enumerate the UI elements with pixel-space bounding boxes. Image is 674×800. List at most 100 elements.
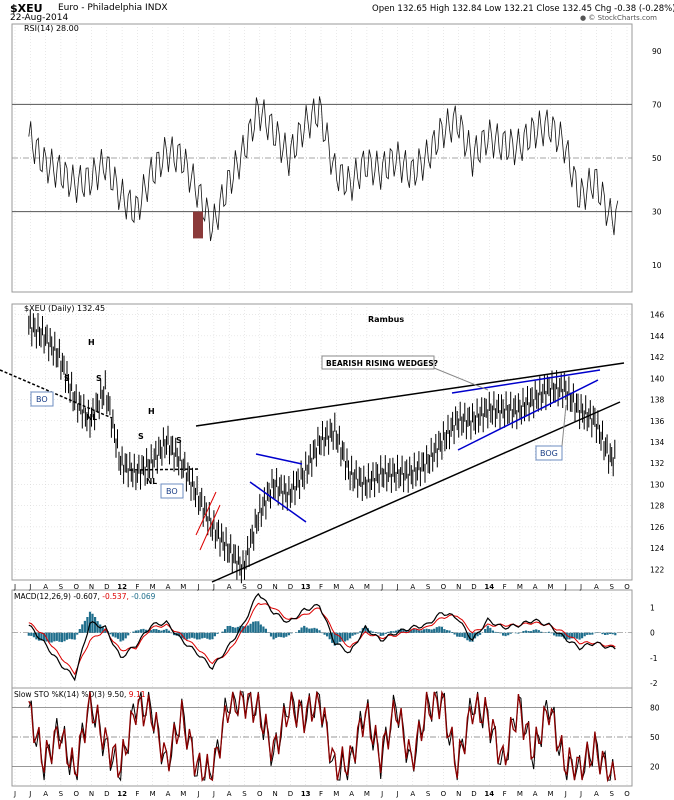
price-tick-label: 144 [650, 332, 665, 341]
head-label-1: H [88, 338, 95, 347]
wedge-2-top [451, 369, 601, 394]
price-tick-label: 126 [650, 523, 665, 532]
copyright-note: ● © StockCharts.com [580, 14, 657, 22]
x-tick-label: J [13, 790, 16, 798]
x-tick-label: M [333, 790, 339, 798]
x-tick-label: N [89, 790, 94, 798]
x-tick-label: J [28, 790, 31, 798]
rsi-legend: RSI(14) 28.00 [24, 24, 79, 33]
macd-legend: MACD(12,26,9) -0.607, -0.537, -0.069 [14, 592, 156, 601]
red-line-2 [199, 504, 221, 551]
price-tick-label: 146 [650, 311, 665, 320]
x-tick-label: J [395, 583, 398, 591]
x-tick-label: J [13, 583, 16, 591]
x-tick-label: O [257, 790, 263, 798]
rsi-line [28, 96, 619, 242]
x-tick-label: O [73, 583, 79, 591]
x-tick-label: J [197, 790, 200, 798]
neckline-1 [0, 369, 113, 419]
bo1-label: BO [36, 395, 48, 404]
x-tick-label: S [426, 583, 431, 591]
shoulder-label-4: S [176, 436, 182, 445]
x-tick-label: F [319, 583, 323, 591]
macd-tick-label: -2 [650, 679, 658, 688]
rsi-tick-label: 70 [652, 100, 662, 109]
macd-y-axis: 1 0 -1 -2 [650, 604, 658, 688]
macd-line [28, 592, 616, 682]
x-tick-label: J [212, 583, 215, 591]
x-tick-label: S [59, 790, 64, 798]
price-tick-label: 140 [650, 374, 665, 383]
x-tick-label: J [564, 583, 567, 591]
shoulder-label-3: S [138, 432, 144, 441]
x-tick-label: F [503, 790, 507, 798]
x-tick-label: N [89, 583, 94, 591]
price-y-axis: 146 144 142 140 138 136 134 132 130 128 126 124 122 [650, 311, 665, 575]
x-tick-label: M [333, 583, 339, 591]
x-tick-label: N [456, 790, 461, 798]
macd-legend-hist: -0.069 [131, 592, 155, 601]
annotations: Rambus BEARISH RISING WEDGES? BO BO BOG … [30, 315, 567, 499]
price-tick-label: 122 [650, 565, 665, 574]
macd-tick-label: 1 [650, 604, 655, 613]
x-tick-label: D [104, 583, 109, 591]
x-tick-label: M [364, 583, 370, 591]
upper-trendline [195, 362, 625, 427]
x-tick-label: A [166, 583, 171, 591]
price-legend: $XEU (Daily) 132.45 [24, 304, 105, 313]
x-tick-label: M [517, 790, 523, 798]
rsi-tick-label: 90 [652, 47, 662, 56]
x-tick-label: D [288, 790, 293, 798]
copyright-text: © StockCharts.com [588, 14, 658, 22]
sto-d-line [28, 689, 616, 783]
rsi-y-axis: 90 70 50 30 10 [652, 47, 662, 270]
bo2-box [160, 483, 184, 499]
shoulder-label-1: S [64, 374, 70, 383]
x-tick-label: D [104, 790, 109, 798]
x-tick-label: A [166, 790, 171, 798]
x-tick-label: S [426, 790, 431, 798]
macd-frame [11, 589, 633, 689]
x-tick-label: O [441, 583, 447, 591]
x-tick-label: M [547, 790, 553, 798]
x-tick-label: A [410, 790, 415, 798]
price-tick-label: 124 [650, 544, 665, 553]
x-tick-label: J [197, 583, 200, 591]
neckline-2 [129, 468, 201, 471]
x-tick-label: 13 [301, 583, 311, 591]
x-tick-label: 12 [117, 790, 127, 798]
rsi-tick-label: 50 [652, 154, 662, 163]
price-plot [0, 309, 625, 584]
x-tick-label: N [272, 583, 277, 591]
x-tick-label: F [135, 583, 139, 591]
bo1-box [30, 391, 54, 407]
x-tick-label: O [624, 583, 630, 591]
x-tick-label: J [564, 790, 567, 798]
x-tick-label: J [380, 790, 383, 798]
x-tick-label: M [150, 790, 156, 798]
wedge-callout: BEARISH RISING WEDGES? [326, 359, 438, 368]
quote-text: Open 132.65 High 132.84 Low 132.21 Close… [372, 4, 674, 14]
x-tick-label: S [59, 583, 64, 591]
wedge-callout-arrow [433, 367, 489, 391]
sto-tick-label: 20 [650, 762, 660, 771]
bog-box [535, 445, 563, 461]
sto-plot [12, 689, 632, 783]
x-tick-label: A [43, 583, 48, 591]
x-tick-label: 12 [117, 583, 127, 591]
x-tick-label: 14 [484, 790, 494, 798]
x-tick-label: A [43, 790, 48, 798]
x-tick-label: F [503, 583, 507, 591]
x-tick-label: A [533, 583, 538, 591]
x-tick-label: D [471, 790, 476, 798]
x-tick-label: M [547, 583, 553, 591]
x-tick-label: A [227, 790, 232, 798]
x-tick-label: J [380, 583, 383, 591]
x-tick-label: A [349, 790, 354, 798]
sto-tick-label: 80 [650, 704, 660, 713]
x-tick-label: M [517, 583, 523, 591]
panel-frames [11, 23, 633, 787]
x-tick-label: J [28, 583, 31, 591]
instrument-name: Euro - Philadelphia INDX [58, 3, 168, 13]
